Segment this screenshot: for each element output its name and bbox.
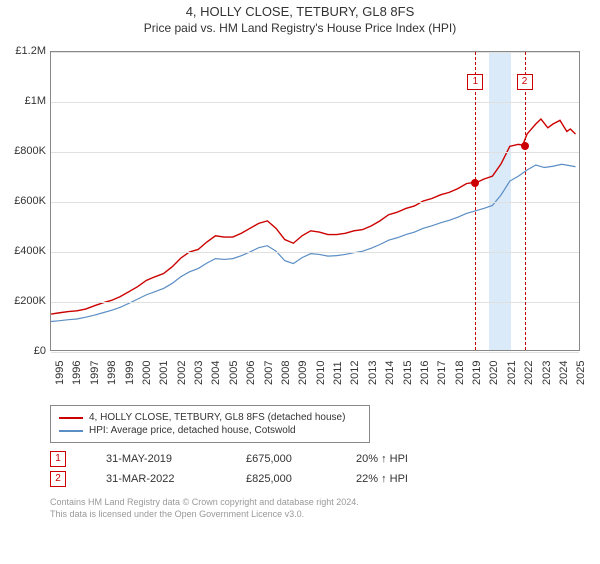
event-vline	[525, 52, 526, 350]
x-tick-label: 2008	[280, 361, 292, 385]
x-tick-label: 2001	[158, 361, 170, 385]
line-series-svg	[51, 52, 579, 350]
series-line-hpi	[51, 164, 576, 321]
chart-title: 4, HOLLY CLOSE, TETBURY, GL8 8FS	[0, 4, 600, 19]
gridline	[51, 152, 579, 153]
sale-price: £825,000	[246, 473, 316, 485]
x-tick-label: 1999	[124, 361, 136, 385]
footer-line1: Contains HM Land Registry data © Crown c…	[50, 497, 600, 509]
x-tick-label: 2025	[575, 361, 587, 385]
sales-table: 1 31-MAY-2019 £675,000 20% ↑ HPI 2 31-MAR-202…	[50, 451, 600, 487]
x-tick-label: 2007	[263, 361, 275, 385]
x-tick-label: 1998	[106, 361, 118, 385]
x-tick-label: 2022	[523, 361, 535, 385]
footer: Contains HM Land Registry data © Crown c…	[50, 497, 600, 520]
x-tick-label: 2009	[297, 361, 309, 385]
series-line-property	[51, 119, 576, 314]
sale-row: 1 31-MAY-2019 £675,000 20% ↑ HPI	[50, 451, 600, 467]
plot-region: 12	[50, 51, 580, 351]
x-tick-label: 2020	[488, 361, 500, 385]
legend-box: 4, HOLLY CLOSE, TETBURY, GL8 8FS (detach…	[50, 405, 370, 443]
x-tick-label: 2016	[419, 361, 431, 385]
footer-line2: This data is licensed under the Open Gov…	[50, 509, 600, 521]
x-tick-label: 2019	[471, 361, 483, 385]
x-tick-label: 2012	[349, 361, 361, 385]
x-tick-label: 2023	[541, 361, 553, 385]
sale-index-box: 1	[50, 451, 66, 467]
x-tick-label: 2011	[332, 361, 344, 385]
legend-item: HPI: Average price, detached house, Cots…	[59, 425, 361, 436]
x-tick-label: 1995	[54, 361, 66, 385]
gridline	[51, 252, 579, 253]
legend-item: 4, HOLLY CLOSE, TETBURY, GL8 8FS (detach…	[59, 412, 361, 423]
x-tick-label: 2003	[193, 361, 205, 385]
gridline	[51, 102, 579, 103]
y-tick-label: £1M	[25, 95, 46, 107]
x-tick-label: 2002	[176, 361, 188, 385]
sale-marker-label: 1	[467, 74, 483, 90]
x-tick-label: 2000	[141, 361, 153, 385]
sale-row: 2 31-MAR-2022 £825,000 22% ↑ HPI	[50, 471, 600, 487]
legend-label: HPI: Average price, detached house, Cots…	[89, 425, 296, 436]
x-tick-label: 2004	[210, 361, 222, 385]
legend-swatch	[59, 430, 83, 432]
sale-marker	[521, 142, 529, 150]
sale-marker	[471, 179, 479, 187]
x-tick-label: 2015	[402, 361, 414, 385]
x-tick-label: 2014	[384, 361, 396, 385]
event-vline	[475, 52, 476, 350]
y-tick-label: £0	[34, 345, 46, 357]
y-tick-label: £600K	[14, 195, 46, 207]
gridline	[51, 352, 579, 353]
x-tick-label: 2005	[228, 361, 240, 385]
y-tick-label: £200K	[14, 295, 46, 307]
gridline	[51, 302, 579, 303]
gridline	[51, 202, 579, 203]
sale-index-box: 2	[50, 471, 66, 487]
sale-date: 31-MAR-2022	[106, 473, 206, 485]
x-tick-label: 2010	[315, 361, 327, 385]
y-tick-label: £400K	[14, 245, 46, 257]
sale-date: 31-MAY-2019	[106, 453, 206, 465]
x-tick-label: 1997	[89, 361, 101, 385]
sale-price: £675,000	[246, 453, 316, 465]
gridline	[51, 52, 579, 53]
chart-subtitle: Price paid vs. HM Land Registry's House …	[0, 21, 600, 35]
y-tick-label: £800K	[14, 145, 46, 157]
chart-area: £0£200K£400K£600K£800K£1M£1.2M 12 199519…	[0, 41, 600, 401]
x-tick-label: 2018	[454, 361, 466, 385]
x-tick-label: 2021	[506, 361, 518, 385]
x-tick-label: 2013	[367, 361, 379, 385]
y-tick-label: £1.2M	[15, 45, 46, 57]
chart-container: 4, HOLLY CLOSE, TETBURY, GL8 8FS Price p…	[0, 4, 600, 564]
x-tick-label: 1996	[71, 361, 83, 385]
sale-hpi-delta: 20% ↑ HPI	[356, 453, 436, 465]
x-tick-label: 2024	[558, 361, 570, 385]
x-tick-label: 2006	[245, 361, 257, 385]
sale-marker-label: 2	[517, 74, 533, 90]
legend-label: 4, HOLLY CLOSE, TETBURY, GL8 8FS (detach…	[89, 412, 345, 423]
legend-swatch	[59, 417, 83, 419]
x-tick-label: 2017	[436, 361, 448, 385]
sale-hpi-delta: 22% ↑ HPI	[356, 473, 436, 485]
